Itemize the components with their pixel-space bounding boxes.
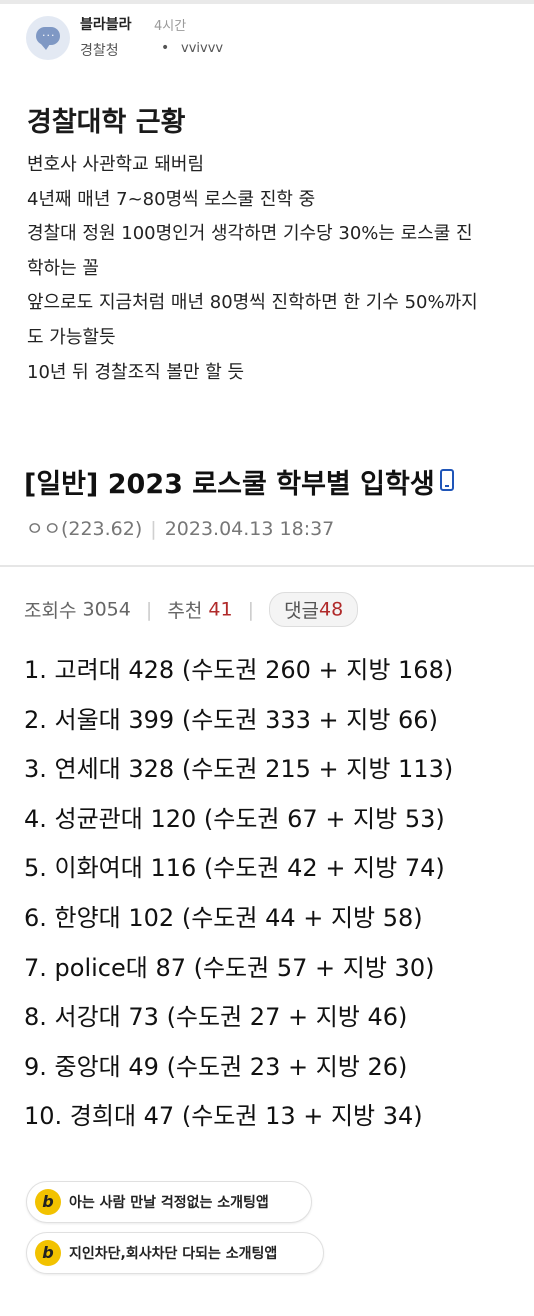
views-count: 3054	[82, 598, 131, 621]
b-logo-icon: b	[35, 1240, 61, 1266]
list-item: 3. 연세대 328 (수도권 215 + 지방 113)	[24, 755, 454, 784]
post-line: 학하는 꼴	[27, 257, 99, 279]
author-name[interactable]: 블라블라	[80, 17, 132, 33]
post-line: 10년 뒤 경찰조직 볼만 할 듯	[27, 361, 245, 383]
comments-button[interactable]: 댓글48	[269, 592, 359, 627]
list-item: 7. police대 87 (수도권 57 + 지방 30)	[24, 953, 435, 982]
recommend-label: 추천	[167, 600, 203, 622]
top-divider	[0, 0, 534, 4]
stats-divider: |	[145, 598, 153, 621]
post-line: 경찰대 정원 100명인거 생각하면 기수당 30%는 로스쿨 진	[27, 223, 473, 245]
mobile-phone-icon	[440, 469, 454, 491]
article-title: [일반] 2023 로스쿨 학부별 입학생	[24, 469, 435, 500]
list-item: 1. 고려대 428 (수도권 260 + 지방 168)	[24, 656, 454, 684]
comments-count: 48	[319, 598, 344, 621]
ad-dating-app-button-1[interactable]: b 아는 사람 만날 걱정없는 소개팅앱	[26, 1181, 312, 1223]
post-time: 4시간	[154, 19, 187, 34]
post-line: 앞으로도 지금처럼 매년 80명씩 진학하면 한 기수 50%까지	[27, 292, 478, 314]
post-body: 변호사 사관학교 돼버림 4년째 매년 7~80명씩 로스쿨 진학 중 경찰대 …	[27, 148, 517, 390]
b-logo-icon: b	[35, 1189, 61, 1215]
article-date: 2023.04.13 18:37	[164, 518, 335, 540]
avatar[interactable]: ···	[26, 16, 70, 60]
ad-dating-app-button-2[interactable]: b 지인차단,회사차단 다되는 소개팅앱	[26, 1232, 324, 1274]
list-item: 6. 한양대 102 (수도권 44 + 지방 58)	[24, 903, 423, 932]
list-item: 8. 서강대 73 (수도권 27 + 지방 46)	[24, 1003, 408, 1032]
post-title: 경찰대학 근황	[27, 107, 186, 138]
comments-label: 댓글	[284, 600, 320, 622]
author-company[interactable]: 경찰청	[80, 43, 119, 59]
ad-label: 아는 사람 만날 걱정없는 소개팅앱	[69, 1195, 269, 1211]
section-divider	[0, 565, 534, 567]
list-item: 10. 경희대 47 (수도권 13 + 지방 34)	[24, 1102, 423, 1131]
post-line: 4년째 매년 7~80명씩 로스쿨 진학 중	[27, 188, 316, 210]
list-item: 9. 중앙대 49 (수도권 23 + 지방 26)	[24, 1052, 408, 1081]
views-label: 조회수	[24, 600, 77, 622]
article-meta: ㅇㅇ(223.62) | 2023.04.13 18:37	[26, 514, 334, 541]
post-line: 변호사 사관학교 돼버림	[27, 154, 205, 175]
article-stats: 조회수 3054 | 추천 41 | 댓글48	[24, 592, 359, 627]
ad-label: 지인차단,회사차단 다되는 소개팅앱	[69, 1246, 278, 1262]
post-line: 도 가능할듯	[27, 326, 116, 348]
list-item: 2. 서울대 399 (수도권 333 + 지방 66)	[24, 705, 438, 734]
stats-divider: |	[247, 598, 255, 621]
writer-name[interactable]: ㅇㅇ(223.62)	[26, 518, 143, 540]
list-item: 5. 이화여대 116 (수도권 42 + 지방 74)	[24, 854, 445, 883]
list-item: 4. 성균관대 120 (수도권 67 + 지방 53)	[24, 804, 445, 833]
meta-divider: |	[150, 518, 157, 540]
separator-dot: •	[161, 40, 170, 56]
recommend-count: 41	[208, 598, 233, 621]
post-header: ··· 블라블라 4시간 경찰청 • vvivvv	[26, 14, 506, 64]
author-nickname: vvivvv	[181, 41, 224, 56]
ranking-list: 1. 고려대 428 (수도권 260 + 지방 168) 2. 서울대 399…	[24, 650, 524, 1146]
chat-bubble-icon: ···	[36, 27, 60, 50]
